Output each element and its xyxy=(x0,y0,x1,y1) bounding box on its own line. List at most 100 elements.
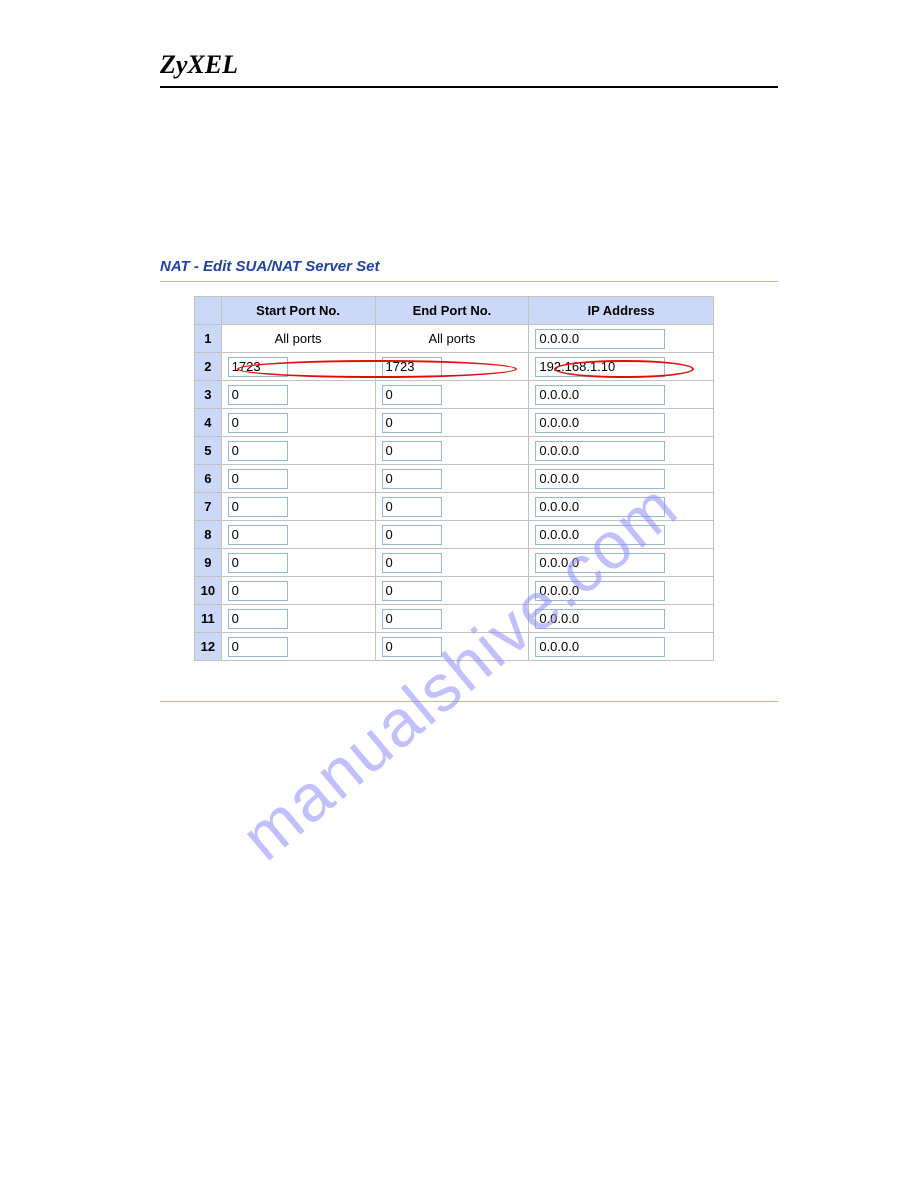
start-port-input[interactable] xyxy=(228,441,288,461)
start-port-input[interactable] xyxy=(228,469,288,489)
start-port-cell xyxy=(221,409,375,437)
end-port-cell xyxy=(375,465,529,493)
end-port-cell xyxy=(375,409,529,437)
table-row: 8 xyxy=(195,521,714,549)
start-port-input[interactable] xyxy=(228,525,288,545)
ip-cell xyxy=(529,633,714,661)
start-port-cell xyxy=(221,465,375,493)
ip-cell xyxy=(529,353,714,381)
ip-cell xyxy=(529,577,714,605)
ip-cell xyxy=(529,549,714,577)
ip-cell xyxy=(529,325,714,353)
ip-address-input[interactable] xyxy=(535,413,665,433)
panel-rule-bottom xyxy=(160,701,778,702)
table-row: 11 xyxy=(195,605,714,633)
end-port-cell xyxy=(375,493,529,521)
end-port-cell xyxy=(375,353,529,381)
ip-cell xyxy=(529,605,714,633)
table-row: 5 xyxy=(195,437,714,465)
ip-address-input[interactable] xyxy=(535,637,665,657)
start-port-input[interactable] xyxy=(228,553,288,573)
ip-address-input[interactable] xyxy=(535,357,665,377)
end-port-input[interactable] xyxy=(382,525,442,545)
end-port-cell xyxy=(375,549,529,577)
ip-address-input[interactable] xyxy=(535,609,665,629)
start-port-input[interactable] xyxy=(228,609,288,629)
end-port-input[interactable] xyxy=(382,609,442,629)
ip-address-input[interactable] xyxy=(535,525,665,545)
end-port-input[interactable] xyxy=(382,553,442,573)
start-port-input[interactable] xyxy=(228,497,288,517)
start-port-cell xyxy=(221,633,375,661)
ip-address-input[interactable] xyxy=(535,469,665,489)
table-row: 7 xyxy=(195,493,714,521)
end-port-input[interactable] xyxy=(382,441,442,461)
table-row: 2 xyxy=(195,353,714,381)
start-port-static: All ports xyxy=(221,325,375,353)
header-corner xyxy=(195,297,222,325)
end-port-cell xyxy=(375,437,529,465)
start-port-input[interactable] xyxy=(228,385,288,405)
start-port-cell xyxy=(221,353,375,381)
table-row: 12 xyxy=(195,633,714,661)
row-number: 1 xyxy=(195,325,222,353)
end-port-cell xyxy=(375,633,529,661)
end-port-input[interactable] xyxy=(382,469,442,489)
panel-title: NAT - Edit SUA/NAT Server Set xyxy=(160,258,778,275)
table-row: 6 xyxy=(195,465,714,493)
end-port-input[interactable] xyxy=(382,581,442,601)
end-port-cell xyxy=(375,521,529,549)
ip-address-input[interactable] xyxy=(535,497,665,517)
start-port-input[interactable] xyxy=(228,581,288,601)
row-number: 12 xyxy=(195,633,222,661)
end-port-cell xyxy=(375,577,529,605)
ip-address-input[interactable] xyxy=(535,553,665,573)
row-number: 6 xyxy=(195,465,222,493)
start-port-cell xyxy=(221,381,375,409)
start-port-cell xyxy=(221,549,375,577)
nat-panel: NAT - Edit SUA/NAT Server Set Start Port… xyxy=(160,258,778,702)
ip-cell xyxy=(529,409,714,437)
row-number: 11 xyxy=(195,605,222,633)
ip-cell xyxy=(529,493,714,521)
start-port-cell xyxy=(221,605,375,633)
table-row: 9 xyxy=(195,549,714,577)
row-number: 4 xyxy=(195,409,222,437)
row-number: 7 xyxy=(195,493,222,521)
table-row: 4 xyxy=(195,409,714,437)
ip-cell xyxy=(529,465,714,493)
end-port-input[interactable] xyxy=(382,357,442,377)
panel-rule-top xyxy=(160,281,778,282)
row-number: 3 xyxy=(195,381,222,409)
ip-cell xyxy=(529,381,714,409)
start-port-input[interactable] xyxy=(228,413,288,433)
ip-cell xyxy=(529,437,714,465)
row-number: 8 xyxy=(195,521,222,549)
start-port-cell xyxy=(221,437,375,465)
row-number: 5 xyxy=(195,437,222,465)
nat-table: Start Port No. End Port No. IP Address 1… xyxy=(194,296,714,661)
end-port-input[interactable] xyxy=(382,497,442,517)
start-port-input[interactable] xyxy=(228,357,288,377)
header-end-port: End Port No. xyxy=(375,297,529,325)
table-row: 10 xyxy=(195,577,714,605)
end-port-input[interactable] xyxy=(382,637,442,657)
header-start-port: Start Port No. xyxy=(221,297,375,325)
ip-address-input[interactable] xyxy=(535,441,665,461)
end-port-input[interactable] xyxy=(382,413,442,433)
table-header-row: Start Port No. End Port No. IP Address xyxy=(195,297,714,325)
ip-cell xyxy=(529,521,714,549)
ip-address-input[interactable] xyxy=(535,581,665,601)
page: ZyXEL NAT - Edit SUA/NAT Server Set Star… xyxy=(0,0,918,1188)
end-port-cell xyxy=(375,381,529,409)
row-number: 10 xyxy=(195,577,222,605)
end-port-input[interactable] xyxy=(382,385,442,405)
ip-address-input[interactable] xyxy=(535,329,665,349)
table-body: 1All portsAll ports23456789101112 xyxy=(195,325,714,661)
header-ip-address: IP Address xyxy=(529,297,714,325)
start-port-cell xyxy=(221,493,375,521)
end-port-cell xyxy=(375,605,529,633)
table-row: 1All portsAll ports xyxy=(195,325,714,353)
ip-address-input[interactable] xyxy=(535,385,665,405)
start-port-input[interactable] xyxy=(228,637,288,657)
